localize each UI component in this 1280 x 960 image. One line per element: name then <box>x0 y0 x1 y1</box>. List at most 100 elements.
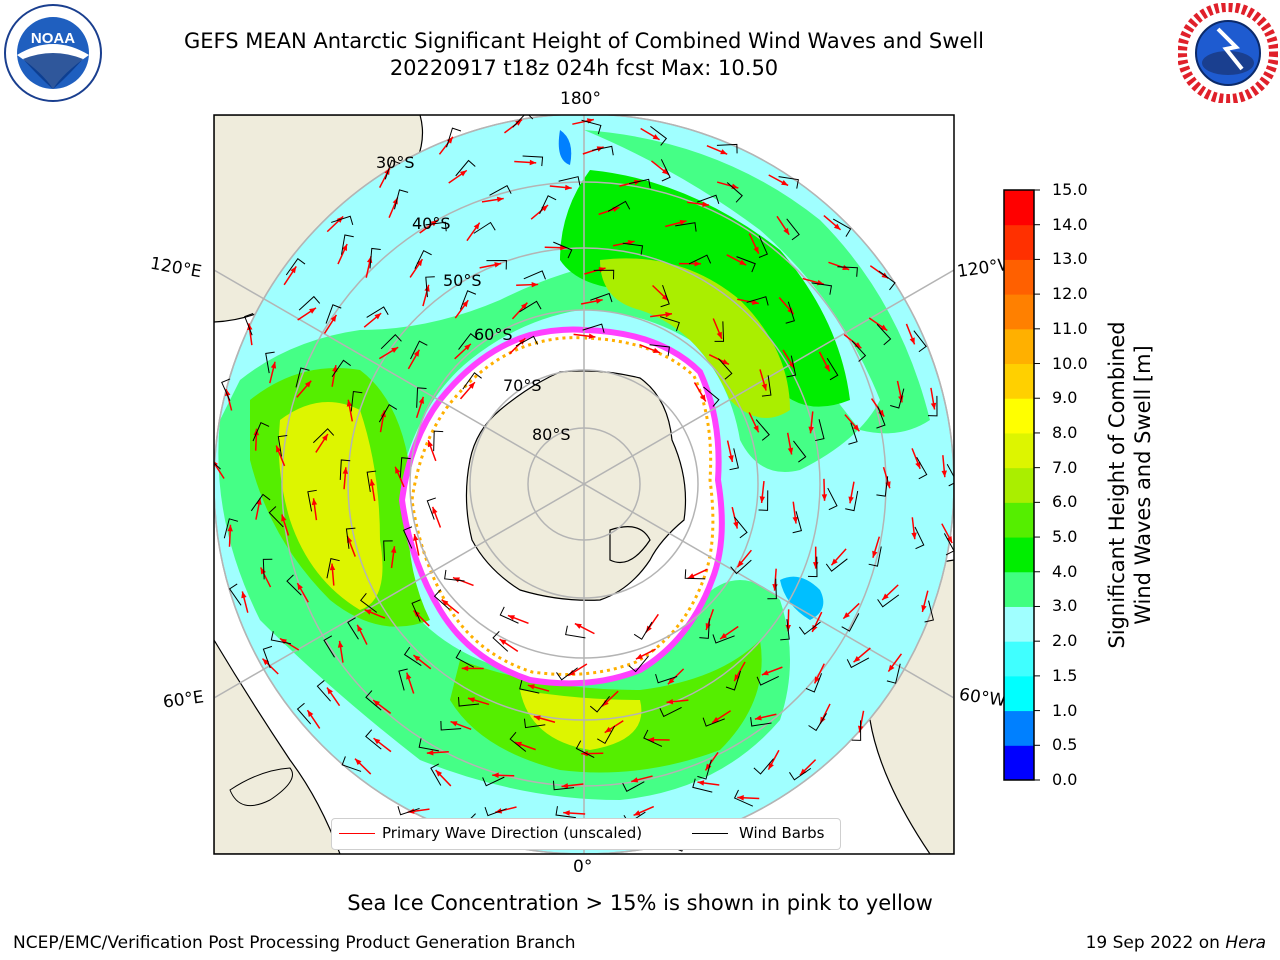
colorbar-segment <box>1004 641 1034 677</box>
legend-label-wind-barbs: Wind Barbs <box>739 824 825 842</box>
wind-barb <box>458 333 479 350</box>
wave-arrow-head <box>666 698 674 705</box>
wave-arrow-head <box>661 168 669 175</box>
wind-barb <box>798 621 821 635</box>
wind-barb <box>347 617 359 640</box>
colorbar-segment <box>1004 259 1034 295</box>
lat-label-40s: 40°S <box>412 214 451 233</box>
wind-barb <box>262 645 273 669</box>
wind-barb <box>523 270 546 280</box>
wind-barb <box>430 763 442 786</box>
wave-arrow-head <box>563 810 570 816</box>
wave-arrow-head <box>665 311 673 318</box>
wave-arrow-head <box>374 313 382 320</box>
wave-arrow-head <box>322 434 328 441</box>
colorbar-segment <box>1004 710 1034 746</box>
colorbar-tick-label: 9.0 <box>1052 388 1078 408</box>
wind-barb <box>555 806 576 819</box>
wind-barb <box>712 634 735 644</box>
wind-barb <box>851 720 862 741</box>
wave-arrow-head <box>853 424 860 432</box>
wind-barb <box>446 127 462 148</box>
wind-barb <box>758 490 769 511</box>
wind-barb <box>628 655 649 673</box>
wind-barb <box>876 323 892 346</box>
wave-arrow-head <box>716 331 722 339</box>
wind-barb <box>848 422 858 445</box>
colorbar-segment <box>1004 432 1034 469</box>
wind-barb <box>298 295 321 311</box>
wind-barb <box>792 511 803 534</box>
wind-barb <box>221 378 231 401</box>
legend-swatch-wind-barbs <box>692 833 728 834</box>
wind-barb <box>416 387 427 408</box>
wind-barb <box>223 518 239 539</box>
wave-arrow-head <box>753 425 759 433</box>
colorbar-tick-label: 0.0 <box>1052 770 1078 789</box>
colorbar-segment <box>1004 328 1034 365</box>
wind-barb <box>414 249 432 269</box>
colorbar-tick-label: 7.0 <box>1052 457 1078 477</box>
wave-arrow-head <box>700 394 706 402</box>
wind-barb <box>826 357 839 381</box>
wave-arrow-head <box>645 625 652 633</box>
wind-barb <box>331 359 352 378</box>
wind-barb <box>916 456 928 480</box>
wave-arrow-head <box>560 244 567 251</box>
wind-barb <box>590 292 613 303</box>
wind-barb <box>924 600 935 623</box>
colorbar-tick-label: 13.0 <box>1052 249 1088 269</box>
wind-barb <box>876 476 889 497</box>
wave-arrow-head <box>531 281 539 288</box>
wind-barb <box>397 806 420 816</box>
wind-barb <box>877 594 900 608</box>
wind-barb <box>331 215 354 225</box>
wind-barb <box>845 490 859 512</box>
wave-arrow-head <box>720 633 727 639</box>
wind-barb <box>805 673 823 693</box>
wave-arrow-head <box>768 762 774 770</box>
wave-arrow-head <box>679 219 687 226</box>
wave-arrow-head <box>739 259 747 266</box>
wave-arrow-head <box>492 772 499 779</box>
wave-arrow-head <box>280 638 287 645</box>
wave-arrow-head <box>598 267 606 273</box>
wind-barb <box>718 358 733 380</box>
colorbar-tick-label: 6.0 <box>1052 492 1078 512</box>
wind-barb <box>761 375 772 397</box>
wave-arrow-head <box>309 307 316 314</box>
wave-arrow-head <box>527 684 535 690</box>
wave-arrow-head <box>281 514 287 522</box>
wave-arrow-head <box>276 445 282 453</box>
wave-arrow-head <box>426 750 434 756</box>
lat-label-60s: 60°S <box>474 325 513 344</box>
wind-barb <box>399 457 411 478</box>
lat-label-80s: 80°S <box>532 425 571 444</box>
wave-arrow-head <box>737 795 744 801</box>
wind-barb <box>365 729 382 750</box>
wave-arrow-head <box>432 506 438 514</box>
wave-arrow-head <box>812 624 818 632</box>
wave-arrow-head <box>824 364 830 372</box>
wave-arrow-head <box>720 149 728 155</box>
wave-arrow-head <box>395 466 401 474</box>
wave-arrow-head <box>462 300 469 308</box>
wave-arrow-head <box>515 119 523 126</box>
colorbar-tick-label: 4.0 <box>1052 561 1078 581</box>
wind-barb <box>455 649 475 668</box>
wind-barb <box>393 189 409 210</box>
wave-arrow-head <box>728 455 734 462</box>
wave-arrow-head <box>427 440 434 448</box>
wave-arrow-head <box>792 516 798 524</box>
wind-barb <box>589 695 610 713</box>
wave-arrow-head <box>241 591 247 599</box>
wind-barb <box>553 241 573 259</box>
wave-arrow-head <box>341 244 348 252</box>
wind-barb <box>733 516 748 539</box>
wind-barb <box>811 282 833 295</box>
wave-arrow-head <box>459 170 467 177</box>
wind-barb <box>341 756 362 772</box>
wind-barb <box>786 355 797 378</box>
colorbar-segment <box>1004 502 1034 538</box>
wave-arrow-head <box>705 763 712 771</box>
